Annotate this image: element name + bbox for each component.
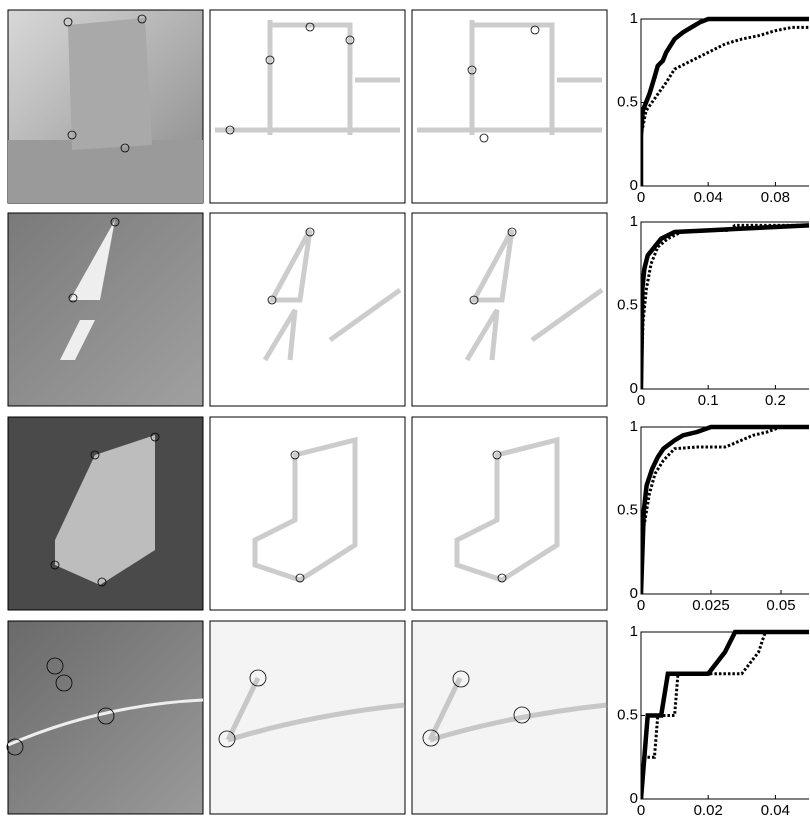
x-tick-label: 0 — [637, 189, 645, 206]
axis-frame — [641, 427, 809, 594]
y-tick-label: 1 — [630, 623, 638, 640]
edge-map — [412, 417, 607, 610]
x-tick-label: 0.08 — [761, 189, 790, 206]
x-tick-label: 0.1 — [698, 392, 719, 409]
y-tick-label: 0.5 — [617, 93, 638, 110]
edge-map — [210, 417, 405, 610]
floor — [8, 140, 203, 203]
curve — [641, 427, 809, 594]
x-tick-label: 0.02 — [694, 802, 723, 816]
figure: 00.5100.040.0800.5100.10.200.5100.0250.0… — [0, 0, 810, 816]
curve — [641, 225, 809, 389]
y-tick-label: 1 — [630, 10, 638, 27]
axis-frame — [641, 632, 809, 799]
curve — [641, 225, 809, 389]
photo — [8, 621, 203, 814]
plot — [641, 225, 809, 389]
curve — [641, 632, 809, 799]
image-row-1 — [8, 10, 607, 203]
y-tick-label: 0.5 — [617, 501, 638, 518]
axis-frame — [641, 19, 809, 186]
y-tick-label: 0.5 — [617, 296, 638, 313]
plot — [641, 427, 809, 594]
edge-map — [412, 10, 607, 203]
x-tick-label: 0.2 — [765, 392, 786, 409]
box — [68, 18, 152, 150]
image-row-3 — [8, 417, 607, 610]
y-tick-label: 1 — [630, 418, 638, 435]
x-tick-label: 0.025 — [692, 597, 730, 614]
curve — [641, 19, 809, 186]
plot — [641, 632, 809, 799]
image-row-2 — [8, 213, 607, 406]
x-tick-label: 0.04 — [761, 802, 790, 816]
x-tick-label: 0.05 — [766, 597, 795, 614]
x-tick-label: 0 — [637, 597, 645, 614]
edge-map — [210, 10, 405, 203]
x-tick-label: 0.04 — [694, 189, 723, 206]
y-tick-label: 0.5 — [617, 706, 638, 723]
y-tick-label: 1 — [630, 213, 638, 230]
x-tick-label: 0 — [637, 802, 645, 816]
image-row-4 — [7, 621, 607, 814]
curve — [641, 427, 809, 594]
x-tick-label: 0 — [637, 392, 645, 409]
curve — [641, 632, 809, 799]
plot — [641, 19, 809, 186]
axis-frame — [641, 222, 809, 389]
